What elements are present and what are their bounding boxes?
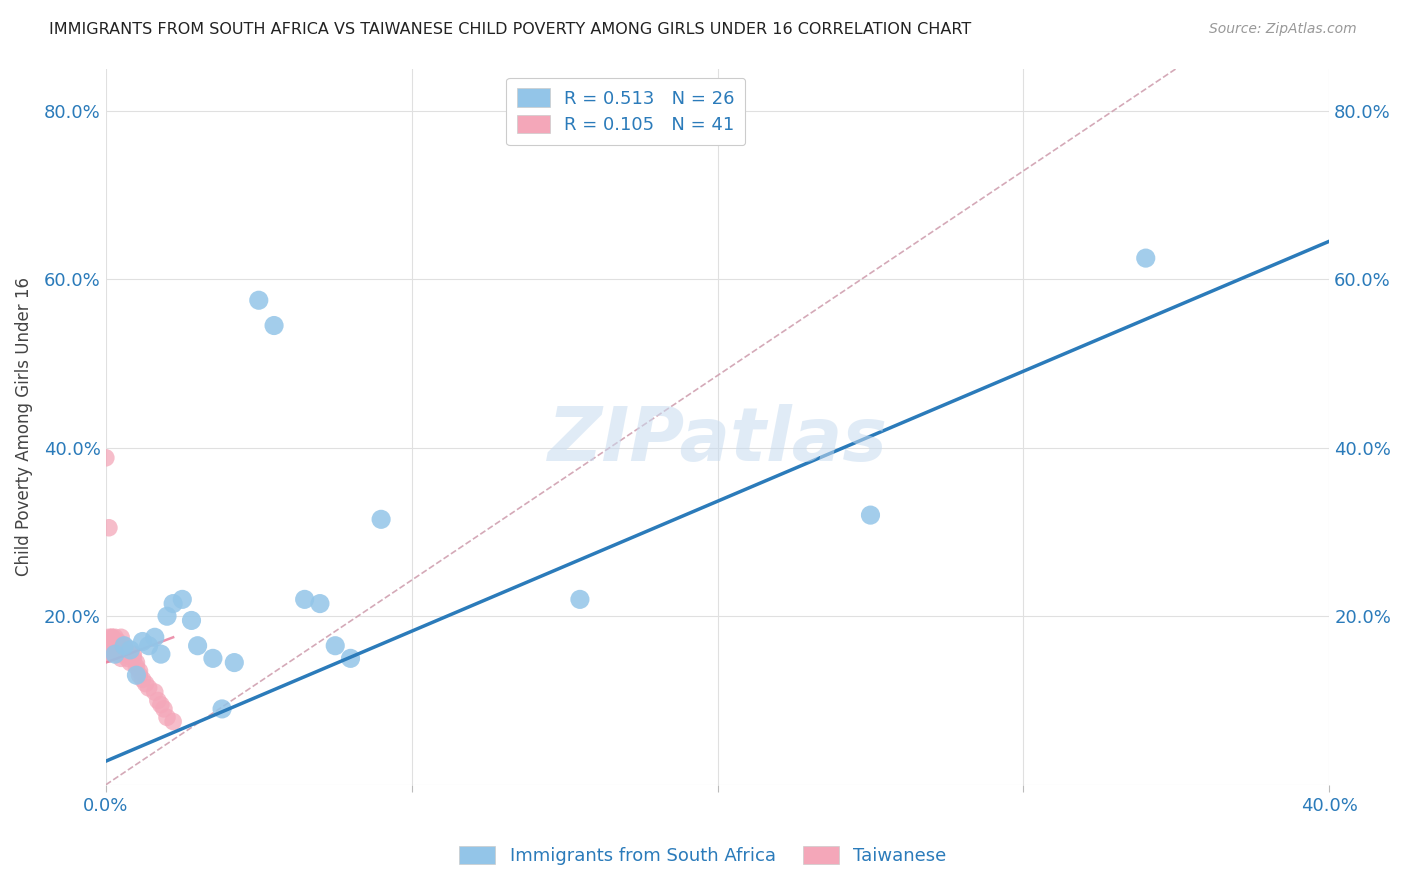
Point bbox=[131, 673, 153, 687]
Point bbox=[94, 647, 117, 661]
Point bbox=[97, 521, 120, 535]
Point bbox=[101, 630, 124, 644]
Point bbox=[162, 597, 184, 611]
Point bbox=[143, 685, 166, 699]
Point bbox=[187, 639, 209, 653]
Point bbox=[263, 318, 285, 333]
Point bbox=[101, 639, 124, 653]
Point bbox=[309, 597, 332, 611]
Point bbox=[1135, 251, 1157, 265]
Point bbox=[125, 656, 148, 670]
Point bbox=[247, 293, 270, 308]
Point bbox=[104, 643, 127, 657]
Point bbox=[112, 639, 135, 653]
Point bbox=[104, 639, 127, 653]
Point bbox=[97, 647, 120, 661]
Point bbox=[125, 668, 148, 682]
Point bbox=[107, 647, 129, 661]
Point bbox=[323, 639, 346, 653]
Point bbox=[131, 634, 153, 648]
Point bbox=[122, 651, 145, 665]
Point bbox=[339, 651, 361, 665]
Point bbox=[128, 664, 150, 678]
Point bbox=[112, 639, 135, 653]
Point bbox=[146, 693, 169, 707]
Point bbox=[568, 592, 591, 607]
Point bbox=[97, 639, 120, 653]
Point bbox=[180, 614, 202, 628]
Point bbox=[156, 609, 179, 624]
Point bbox=[110, 651, 132, 665]
Point bbox=[110, 643, 132, 657]
Legend: Immigrants from South Africa, Taiwanese: Immigrants from South Africa, Taiwanese bbox=[453, 838, 953, 872]
Point bbox=[211, 702, 233, 716]
Point bbox=[172, 592, 194, 607]
Legend: R = 0.513   N = 26, R = 0.105   N = 41: R = 0.513 N = 26, R = 0.105 N = 41 bbox=[506, 78, 745, 145]
Point bbox=[104, 647, 127, 661]
Point bbox=[120, 643, 142, 657]
Point bbox=[112, 647, 135, 661]
Point bbox=[94, 643, 117, 657]
Point bbox=[125, 660, 148, 674]
Point bbox=[117, 651, 139, 665]
Text: IMMIGRANTS FROM SOUTH AFRICA VS TAIWANESE CHILD POVERTY AMONG GIRLS UNDER 16 COR: IMMIGRANTS FROM SOUTH AFRICA VS TAIWANES… bbox=[49, 22, 972, 37]
Point bbox=[156, 710, 179, 724]
Point bbox=[153, 702, 176, 716]
Point bbox=[110, 630, 132, 644]
Point bbox=[149, 698, 172, 712]
Point bbox=[104, 634, 127, 648]
Text: ZIPatlas: ZIPatlas bbox=[547, 404, 887, 477]
Point bbox=[120, 656, 142, 670]
Point bbox=[97, 630, 120, 644]
Point bbox=[120, 647, 142, 661]
Point bbox=[370, 512, 392, 526]
Point bbox=[149, 647, 172, 661]
Point bbox=[135, 676, 157, 690]
Point bbox=[128, 668, 150, 682]
Point bbox=[101, 630, 124, 644]
Y-axis label: Child Poverty Among Girls Under 16: Child Poverty Among Girls Under 16 bbox=[15, 277, 32, 576]
Point bbox=[138, 681, 160, 695]
Point bbox=[117, 647, 139, 661]
Point bbox=[107, 639, 129, 653]
Point bbox=[224, 656, 246, 670]
Point bbox=[859, 508, 882, 522]
Point bbox=[162, 714, 184, 729]
Point bbox=[107, 634, 129, 648]
Point bbox=[122, 647, 145, 661]
Point bbox=[143, 630, 166, 644]
Point bbox=[104, 630, 127, 644]
Text: Source: ZipAtlas.com: Source: ZipAtlas.com bbox=[1209, 22, 1357, 37]
Point bbox=[94, 450, 117, 465]
Point bbox=[294, 592, 316, 607]
Point bbox=[138, 639, 160, 653]
Point bbox=[201, 651, 224, 665]
